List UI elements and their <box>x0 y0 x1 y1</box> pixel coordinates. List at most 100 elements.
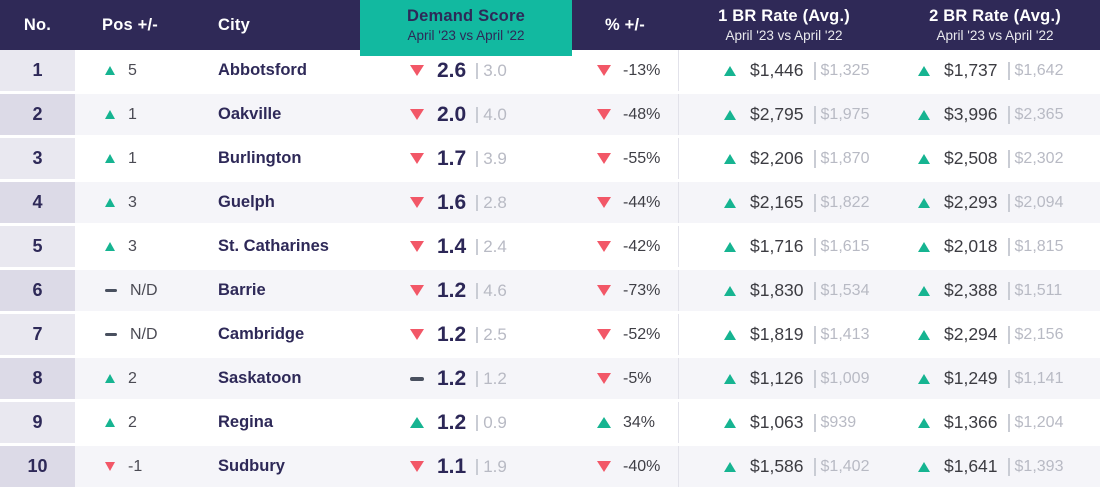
trend-icon <box>597 153 611 164</box>
percent-change-value: -13% <box>623 61 661 79</box>
trend-icon <box>410 417 424 428</box>
trend-icon <box>105 288 117 293</box>
city-name: Oakville <box>218 105 282 123</box>
one-br-rate-cell: $1,716 $1,615 <box>678 226 890 267</box>
trend-icon <box>597 329 611 340</box>
two-br-rate-current: $2,294 <box>944 324 998 344</box>
column-header-label: % +/- <box>605 15 645 34</box>
two-br-rate-cell: $1,366 $1,204 <box>890 402 1100 443</box>
one-br-rate-current: $1,063 <box>750 412 804 432</box>
one-br-rate-current: $2,206 <box>750 148 804 168</box>
rank-cell: 7 <box>0 314 75 355</box>
position-change-value: -1 <box>128 457 143 475</box>
percent-change-value: -44% <box>623 193 661 211</box>
value-divider <box>1007 457 1010 476</box>
one-br-rate-previous: $1,413 <box>820 325 870 343</box>
column-header-city: City <box>215 0 360 50</box>
rank-cell: 10 <box>0 446 75 487</box>
trend-icon <box>597 197 611 208</box>
column-header-no: No. <box>0 0 75 50</box>
trend-icon <box>918 417 930 428</box>
one-br-rate-current: $1,830 <box>750 280 804 300</box>
city-name: Abbotsford <box>218 61 307 79</box>
column-header-percent-change: % +/- <box>572 0 678 50</box>
percent-change-value: -48% <box>623 105 661 123</box>
two-br-rate-cell: $2,508 $2,302 <box>890 138 1100 179</box>
position-change-cell: 1 <box>75 94 215 135</box>
table-header-row: No. Pos +/- City Demand Score April '23 … <box>0 0 1100 56</box>
demand-score-previous: 0.9 <box>483 412 507 432</box>
trend-icon <box>105 242 115 251</box>
column-header-label: Pos +/- <box>102 15 158 34</box>
trend-icon <box>724 373 736 384</box>
percent-change-cell: -55% <box>572 138 678 179</box>
column-header-subtitle: April '23 vs April '22 <box>936 28 1054 43</box>
trend-icon <box>597 65 611 76</box>
position-change-cell: 3 <box>75 182 215 223</box>
table-row: 7 N/D Cambridge 1.2 2.5 -52% $1,819 $1,4… <box>0 314 1100 358</box>
trend-icon <box>724 461 736 472</box>
column-header-label: City <box>218 15 250 34</box>
percent-change-cell: -13% <box>572 50 678 91</box>
one-br-rate-previous: $1,402 <box>820 457 870 475</box>
two-br-rate-current: $2,018 <box>944 236 998 256</box>
percent-change-cell: -52% <box>572 314 678 355</box>
city-name: Regina <box>218 413 274 431</box>
two-br-rate-previous: $2,302 <box>1014 149 1064 167</box>
one-br-rate-previous: $1,615 <box>820 237 870 255</box>
demand-score-current: 1.2 <box>437 278 467 302</box>
percent-change-value: -42% <box>623 237 661 255</box>
demand-score-cell: 1.2 2.5 <box>360 314 572 355</box>
trend-icon <box>597 285 611 296</box>
trend-icon <box>597 373 611 384</box>
city-name: Burlington <box>218 149 302 167</box>
one-br-rate-cell: $1,586 $1,402 <box>678 446 890 487</box>
rank-cell: 4 <box>0 182 75 223</box>
one-br-rate-current: $2,165 <box>750 192 804 212</box>
value-divider <box>813 369 816 388</box>
two-br-rate-previous: $1,393 <box>1014 457 1064 475</box>
demand-score-previous: 3.0 <box>483 60 507 80</box>
percent-change-value: -55% <box>623 149 661 167</box>
one-br-rate-previous: $1,009 <box>820 369 870 387</box>
table-row: 8 2 Saskatoon 1.2 1.2 -5% $1,126 $1,009 … <box>0 358 1100 402</box>
one-br-rate-cell: $1,819 $1,413 <box>678 314 890 355</box>
city-name: Saskatoon <box>218 369 302 387</box>
one-br-rate-previous: $1,534 <box>820 281 870 299</box>
trend-icon <box>410 241 424 252</box>
trend-icon <box>410 461 424 472</box>
two-br-rate-current: $2,293 <box>944 192 998 212</box>
city-name: Cambridge <box>218 325 305 343</box>
two-br-rate-current: $1,366 <box>944 412 998 432</box>
trend-icon <box>597 417 611 428</box>
demand-score-current: 1.7 <box>437 146 467 170</box>
trend-icon <box>918 285 930 296</box>
city-cell: Regina <box>215 402 360 443</box>
two-br-rate-current: $1,737 <box>944 60 998 80</box>
demand-score-cell: 1.7 3.9 <box>360 138 572 179</box>
trend-icon <box>918 329 930 340</box>
one-br-rate-cell: $2,795 $1,975 <box>678 94 890 135</box>
position-change-value: N/D <box>130 325 158 343</box>
column-header-1br-rate: 1 BR Rate (Avg.) April '23 vs April '22 <box>678 0 890 50</box>
value-divider <box>813 281 816 300</box>
two-br-rate-previous: $2,156 <box>1014 325 1064 343</box>
two-br-rate-current: $1,249 <box>944 368 998 388</box>
two-br-rate-cell: $2,293 $2,094 <box>890 182 1100 223</box>
two-br-rate-cell: $2,018 $1,815 <box>890 226 1100 267</box>
value-divider <box>1007 413 1010 432</box>
demand-score-previous: 4.0 <box>483 104 507 124</box>
two-br-rate-previous: $1,204 <box>1014 413 1064 431</box>
trend-icon <box>918 241 930 252</box>
demand-score-cell: 1.1 1.9 <box>360 446 572 487</box>
one-br-rate-cell: $1,830 $1,534 <box>678 270 890 311</box>
position-change-cell: 5 <box>75 50 215 91</box>
city-name: Sudbury <box>218 457 285 475</box>
percent-change-cell: -44% <box>572 182 678 223</box>
percent-change-cell: 34% <box>572 402 678 443</box>
demand-score-current: 1.2 <box>437 410 467 434</box>
one-br-rate-current: $2,795 <box>750 104 804 124</box>
two-br-rate-previous: $1,511 <box>1014 281 1063 299</box>
rank-value: 5 <box>32 236 43 256</box>
value-divider <box>476 106 479 123</box>
